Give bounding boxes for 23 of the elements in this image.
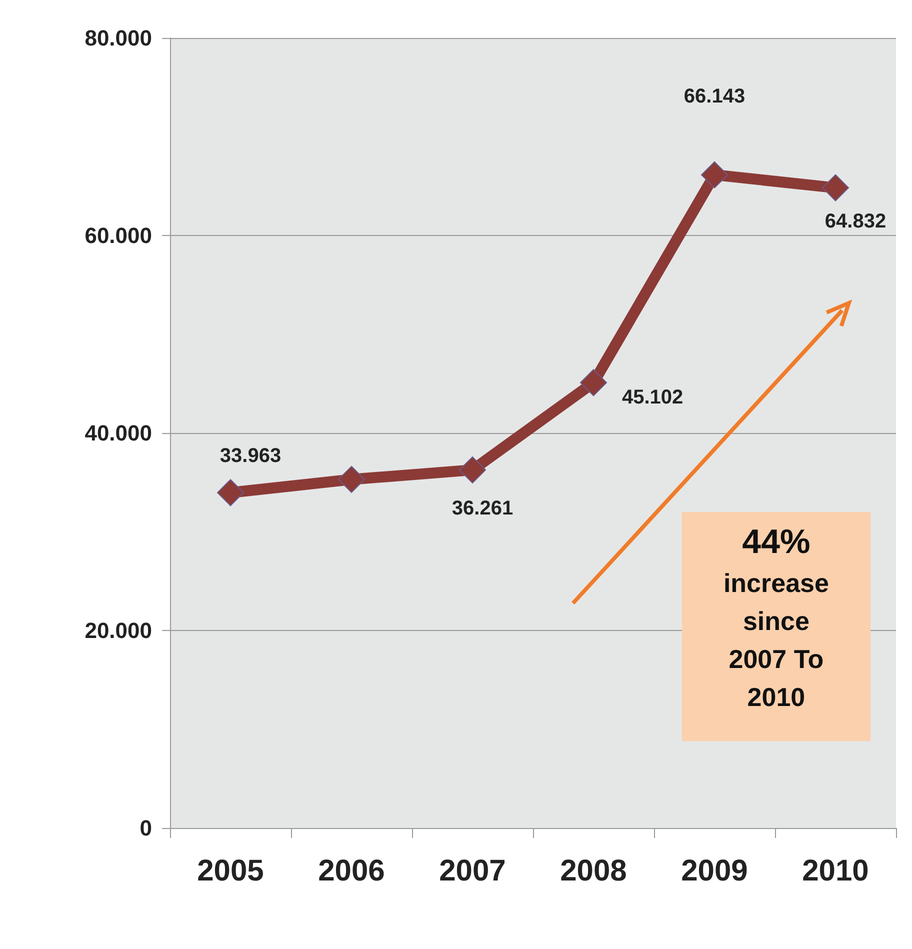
data-label: 36.261 [452, 497, 514, 520]
data-label: 33.963 [220, 445, 282, 468]
annotation: 44% increase since 2007 To 2010 [723, 523, 829, 712]
data-label: 45.102 [622, 386, 684, 409]
x-tick-label: 2008 [560, 854, 627, 888]
data-label: 66.143 [684, 85, 746, 108]
point [701, 161, 728, 188]
x-tick-label: 2005 [197, 854, 264, 888]
y-tick-label: 0 [140, 816, 152, 840]
y-tick-label: 40.000 [84, 420, 152, 446]
x-tick-label: 2010 [802, 854, 869, 888]
x-tick-label: 2009 [681, 854, 748, 888]
data-label: 64.832 [824, 210, 886, 232]
y-tick-label: 20.000 [84, 618, 152, 643]
point [580, 369, 607, 396]
y-tick-label: 60.000 [84, 223, 152, 248]
point [338, 466, 365, 493]
point [217, 479, 244, 506]
x-tick-label: 2007 [439, 854, 506, 888]
point [459, 456, 486, 484]
y-tick-label: 80.000 [84, 26, 152, 50]
x-tick-label: 2006 [318, 854, 385, 888]
point [822, 174, 849, 202]
